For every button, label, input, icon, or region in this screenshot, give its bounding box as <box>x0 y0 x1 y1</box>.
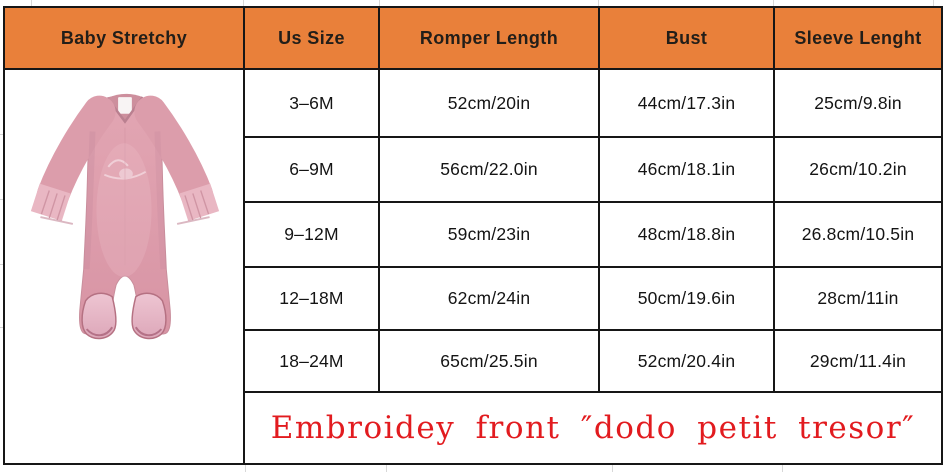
row-3-sleeve-length: 28cm/11in <box>773 266 941 329</box>
gridline-stub <box>0 134 3 135</box>
gridline-stub <box>933 0 934 6</box>
row-3-us-size: 12–18M <box>243 266 378 329</box>
row-3-romper-length: 62cm/24in <box>378 266 598 329</box>
embroidery-note: Embroidey front ″dodo petit tresor″ <box>243 391 941 463</box>
gridline-stub <box>243 0 244 6</box>
gridline-stub <box>782 465 783 472</box>
row-4-romper-length: 65cm/25.5in <box>378 329 598 391</box>
gridline-stub <box>386 465 387 472</box>
size-table: Baby Stretchy Us Size Romper Length Bust… <box>3 6 943 465</box>
header-us-size: Us Size <box>243 6 378 68</box>
gridline-stub <box>0 327 3 328</box>
gridline-stub <box>0 199 3 200</box>
gridline-stub <box>598 0 599 6</box>
row-1-romper-length: 56cm/22.0in <box>378 136 598 201</box>
row-2-us-size: 9–12M <box>243 201 378 266</box>
gridline-stub <box>379 0 380 6</box>
row-0-sleeve-length: 25cm/9.8in <box>773 68 941 136</box>
row-2-bust: 48cm/18.8in <box>598 201 773 266</box>
gridline-stub <box>612 465 613 472</box>
row-0-us-size: 3–6M <box>243 68 378 136</box>
row-2-romper-length: 59cm/23in <box>378 201 598 266</box>
row-0-romper-length: 52cm/20in <box>378 68 598 136</box>
header-product: Baby Stretchy <box>3 6 243 68</box>
row-4-sleeve-length: 29cm/11.4in <box>773 329 941 391</box>
row-2-sleeve-length: 26.8cm/10.5in <box>773 201 941 266</box>
row-1-sleeve-length: 26cm/10.2in <box>773 136 941 201</box>
gridline-stub <box>773 0 774 6</box>
row-1-bust: 46cm/18.1in <box>598 136 773 201</box>
row-4-us-size: 18–24M <box>243 329 378 391</box>
header-sleeve-length: Sleeve Lenght <box>773 6 941 68</box>
header-bust: Bust <box>598 6 773 68</box>
gridline-stub <box>245 465 246 472</box>
header-romper-length: Romper Length <box>378 6 598 68</box>
gridline-stub <box>0 264 3 265</box>
row-1-us-size: 6–9M <box>243 136 378 201</box>
row-3-bust: 50cm/19.6in <box>598 266 773 329</box>
row-0-bust: 44cm/17.3in <box>598 68 773 136</box>
pink-romper-image <box>30 93 220 340</box>
gridline-stub <box>31 0 32 6</box>
row-4-bust: 52cm/20.4in <box>598 329 773 391</box>
product-photo-cell <box>3 68 243 463</box>
